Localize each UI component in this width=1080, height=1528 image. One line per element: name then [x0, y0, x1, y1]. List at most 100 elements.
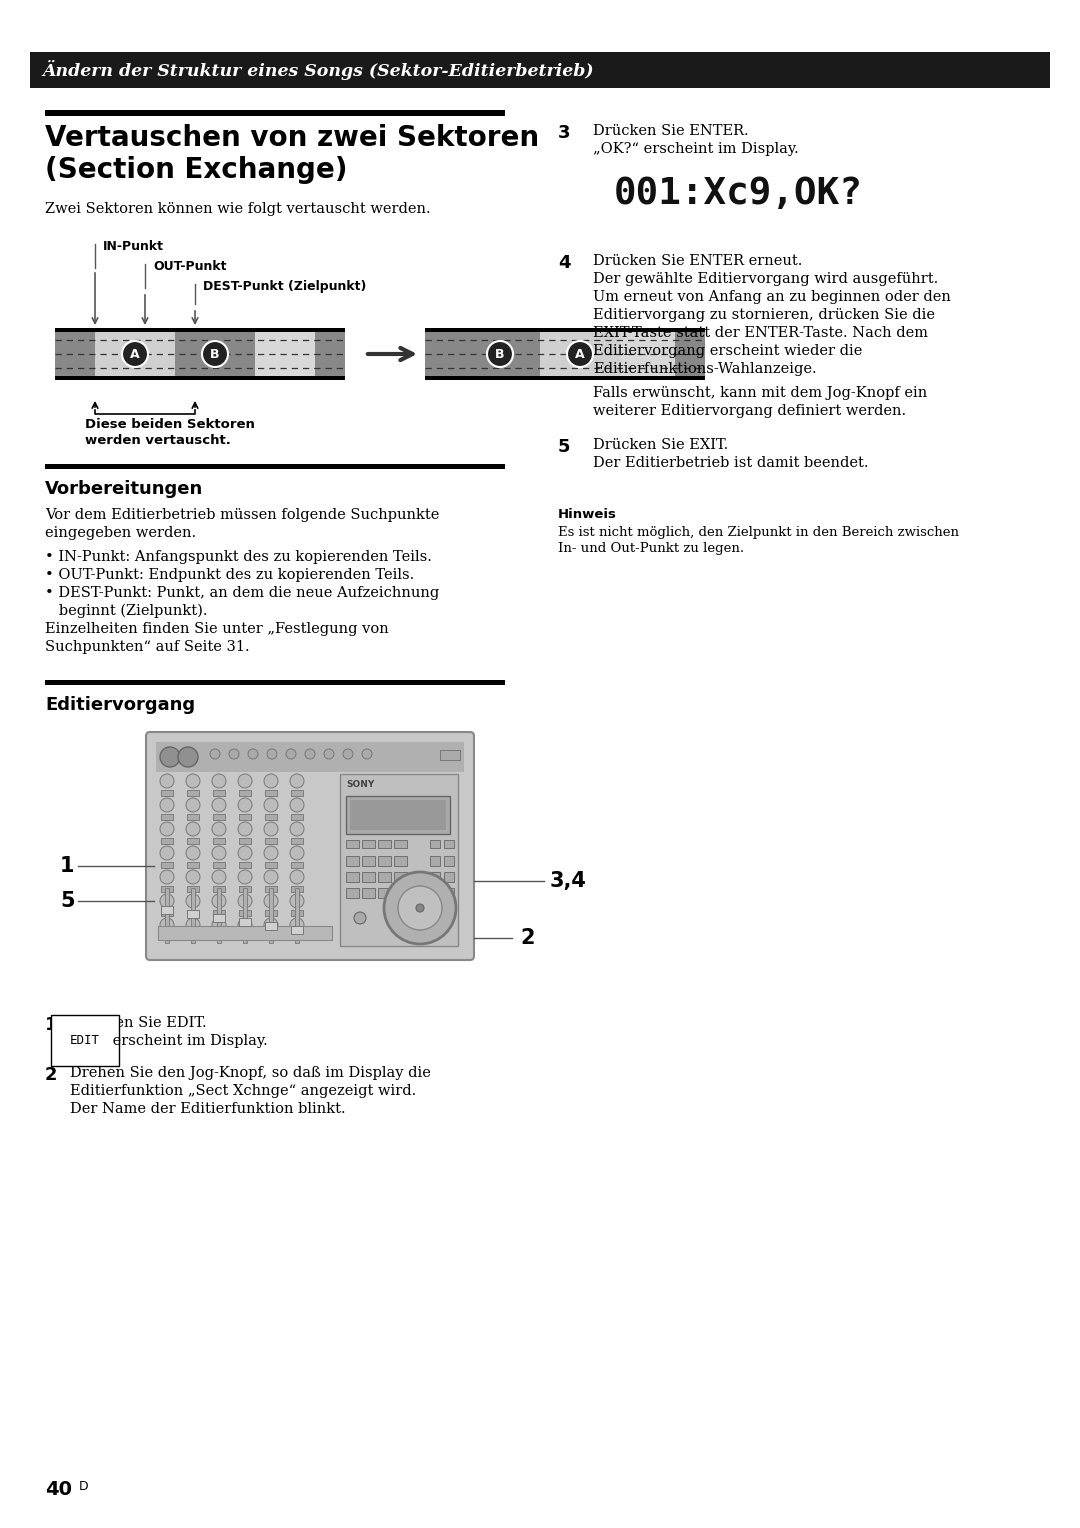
Bar — [362, 840, 375, 848]
Bar — [161, 911, 173, 915]
Bar — [187, 862, 199, 868]
Circle shape — [212, 847, 226, 860]
Bar — [346, 796, 450, 834]
Bar — [426, 329, 460, 380]
Circle shape — [291, 822, 303, 836]
Bar — [291, 886, 303, 892]
Text: (Section Exchange): (Section Exchange) — [45, 156, 348, 183]
Bar — [156, 743, 464, 772]
Text: Suchpunkten“ auf Seite 31.: Suchpunkten“ auf Seite 31. — [45, 640, 249, 654]
Bar — [161, 790, 173, 796]
Bar — [620, 329, 675, 380]
Circle shape — [291, 775, 303, 788]
Text: A: A — [576, 348, 584, 362]
Bar — [440, 750, 460, 759]
Text: Hinweis: Hinweis — [558, 507, 617, 521]
Bar — [239, 886, 251, 892]
Bar — [394, 840, 407, 848]
Circle shape — [178, 747, 198, 767]
Circle shape — [212, 869, 226, 885]
Bar — [55, 329, 95, 380]
Bar — [362, 872, 375, 882]
Bar — [269, 888, 273, 943]
Circle shape — [186, 775, 200, 788]
Text: Editiervorgang erscheint wieder die: Editiervorgang erscheint wieder die — [593, 344, 862, 358]
Circle shape — [286, 749, 296, 759]
Circle shape — [291, 798, 303, 811]
Circle shape — [229, 749, 239, 759]
Circle shape — [238, 847, 252, 860]
Text: Einzelheiten finden Sie unter „Festlegung von: Einzelheiten finden Sie unter „Festlegun… — [45, 622, 389, 636]
Circle shape — [384, 872, 456, 944]
Bar — [444, 872, 454, 882]
Text: beginnt (Zielpunkt).: beginnt (Zielpunkt). — [45, 604, 207, 619]
FancyBboxPatch shape — [146, 732, 474, 960]
Bar — [430, 856, 440, 866]
Circle shape — [267, 749, 276, 759]
Bar — [161, 886, 173, 892]
Circle shape — [186, 822, 200, 836]
Text: Der gewählte Editiervorgang wird ausgeführt.: Der gewählte Editiervorgang wird ausgefü… — [593, 272, 939, 286]
Circle shape — [238, 918, 252, 932]
Circle shape — [264, 847, 278, 860]
Bar — [350, 801, 446, 830]
Bar — [378, 872, 391, 882]
Circle shape — [160, 747, 180, 767]
Bar — [239, 837, 251, 843]
Bar — [444, 840, 454, 848]
Text: EDIT: EDIT — [70, 1034, 100, 1047]
Bar — [265, 862, 276, 868]
Text: 5: 5 — [558, 439, 570, 455]
Circle shape — [291, 869, 303, 885]
Text: Falls erwünscht, kann mit dem Jog-Knopf ein: Falls erwünscht, kann mit dem Jog-Knopf … — [593, 387, 928, 400]
Bar — [378, 888, 391, 898]
Bar — [430, 840, 440, 848]
Circle shape — [416, 905, 424, 912]
Circle shape — [238, 775, 252, 788]
Bar — [187, 837, 199, 843]
Circle shape — [122, 341, 148, 367]
Circle shape — [291, 918, 303, 932]
Bar — [213, 790, 225, 796]
Text: 5: 5 — [60, 891, 75, 911]
Text: werden vertauscht.: werden vertauscht. — [85, 434, 231, 448]
Text: Drücken Sie EDIT.: Drücken Sie EDIT. — [70, 1016, 206, 1030]
Bar — [346, 840, 359, 848]
Bar — [161, 814, 173, 821]
Bar — [265, 790, 276, 796]
Circle shape — [362, 749, 372, 759]
Bar — [187, 886, 199, 892]
Bar — [239, 790, 251, 796]
Circle shape — [186, 798, 200, 811]
Bar — [187, 814, 199, 821]
Text: B: B — [211, 348, 219, 362]
Circle shape — [160, 918, 174, 932]
Circle shape — [186, 918, 200, 932]
Circle shape — [238, 894, 252, 908]
Circle shape — [264, 918, 278, 932]
Text: SONY: SONY — [346, 779, 375, 788]
Circle shape — [487, 341, 513, 367]
Bar — [430, 888, 440, 898]
Circle shape — [264, 894, 278, 908]
Circle shape — [186, 847, 200, 860]
Text: OUT-Punkt: OUT-Punkt — [153, 260, 227, 274]
Bar — [346, 888, 359, 898]
Bar — [45, 680, 505, 685]
Text: erscheint im Display.: erscheint im Display. — [108, 1034, 268, 1048]
Bar — [291, 814, 303, 821]
Text: Es ist nicht möglich, den Zielpunkt in den Bereich zwischen: Es ist nicht möglich, den Zielpunkt in d… — [558, 526, 959, 539]
Bar — [460, 329, 540, 380]
Text: • IN-Punkt: Anfangspunkt des zu kopierenden Teils.: • IN-Punkt: Anfangspunkt des zu kopieren… — [45, 550, 432, 564]
Circle shape — [324, 749, 334, 759]
Circle shape — [305, 749, 315, 759]
Text: 4: 4 — [558, 254, 570, 272]
Text: Vertauschen von zwei Sektoren: Vertauschen von zwei Sektoren — [45, 124, 539, 151]
Bar — [45, 465, 505, 469]
Circle shape — [160, 822, 174, 836]
Circle shape — [186, 869, 200, 885]
Circle shape — [238, 798, 252, 811]
Bar — [187, 911, 199, 918]
Bar — [217, 888, 221, 943]
Bar — [55, 329, 345, 332]
